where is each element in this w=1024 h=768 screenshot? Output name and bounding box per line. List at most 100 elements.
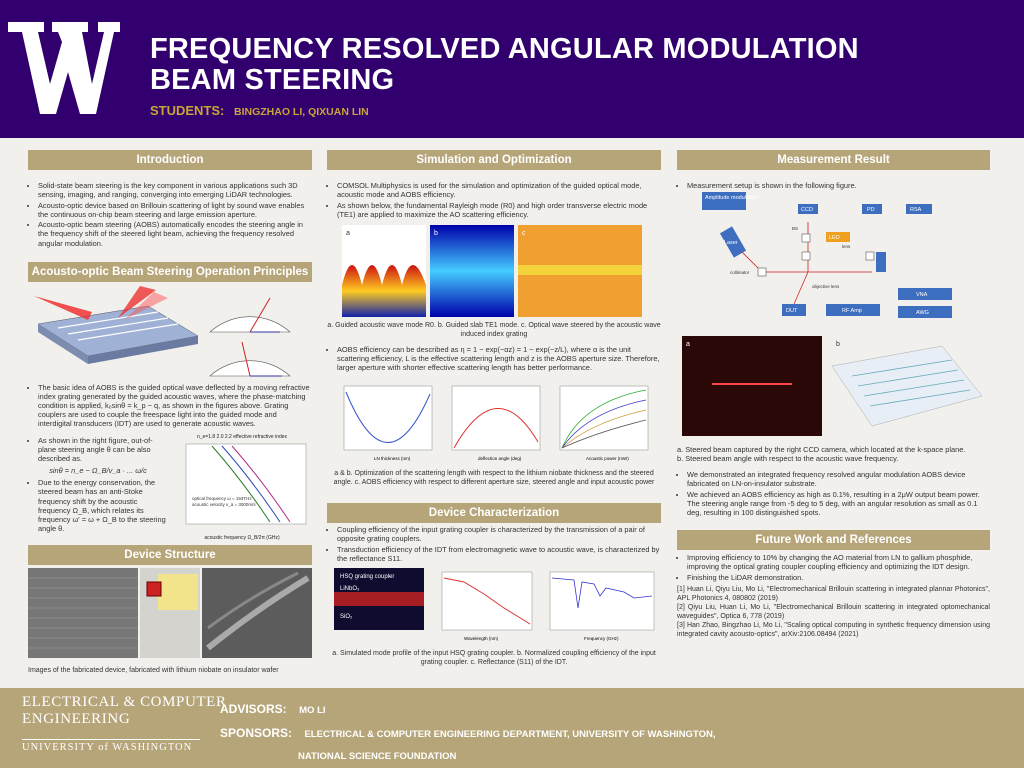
plot-note-2: acoustic velocity v_a = 3000m/s — [192, 502, 256, 507]
devchar-caption: a. Simulated mode profile of the input H… — [332, 650, 656, 666]
svg-text:b: b — [836, 341, 840, 348]
angle-curves: optical frequency ω = 193THz acoustic ve… — [185, 443, 307, 525]
ece-line-1: ELECTRICAL & COMPUTER — [22, 694, 227, 710]
amp-mod-label: Amplitude modulation — [705, 195, 758, 201]
steered-beam-results: a b — [682, 336, 982, 436]
panel-label: b — [434, 230, 438, 237]
plot-note-1: optical frequency ω = 193THz — [192, 496, 252, 501]
steering-equation: sinθ = n_e − Ω_B/v_a · ... ω/c — [49, 466, 147, 476]
plot-xlabel: deflection angle (deg) — [478, 456, 522, 461]
plot-xlabel: Frequency (GHz) — [584, 636, 619, 641]
rsa-label: RSA — [910, 207, 922, 213]
measure-caption-line: a. Steered beam captured by the right CC… — [677, 445, 966, 454]
reference-item: [2] Qiyu Liu, Huan Li, Mo Li, "Electrome… — [677, 603, 990, 620]
measurement-setup-diagram: Amplitude modulation CCD PD RSA LED Lase… — [702, 192, 952, 318]
measure-bullet: We demonstrated an integrated frequency … — [687, 470, 990, 488]
angle-frequency-plot: n_e=1.8 2.0 2.2 effective refractive ind… — [172, 434, 312, 544]
future-bullet: Finishing the LiDAR demonstration. — [687, 573, 990, 582]
title-line-1: FREQUENCY RESOLVED ANGULAR MODULATION — [150, 33, 859, 65]
sim-bullet: As shown below, the fundamental Rayleigh… — [337, 201, 661, 219]
intro-heading: Introduction — [28, 150, 312, 170]
sim-bullet: COMSOL Multiphysics is used for the simu… — [337, 181, 661, 199]
devchar-text: Coupling efficiency of the input grating… — [327, 525, 661, 564]
linbo3-label: LiNbO₃ — [340, 586, 360, 592]
plot-legend-label: n_e=1.8 2.0 2.2 effective refractive ind… — [196, 434, 288, 440]
measure-text-1: Measurement setup is shown in the follow… — [677, 181, 990, 192]
principles-heading: Acousto-optic Beam Steering Operation Pr… — [28, 262, 312, 282]
measure-caption-line: b. Steered beam angle with respect to th… — [677, 454, 899, 464]
intro-text: Solid-state beam steering is the key com… — [28, 181, 312, 249]
devchar-bullet: Coupling efficiency of the input grating… — [337, 525, 661, 543]
awg-label: AWG — [916, 310, 929, 316]
sponsors-line-2: NATIONAL SCIENCE FOUNDATION — [298, 751, 457, 762]
scattering-length-plots: LN thickness (nm) deflection angle (deg)… — [343, 385, 649, 461]
future-text: Improving efficiency to 10% by changing … — [677, 553, 990, 639]
measure-text-2: We demonstrated an integrated frequency … — [677, 470, 990, 518]
intro-bullet: Acousto-optic device based on Brillouin … — [38, 201, 312, 219]
measure-bullet: We achieved an AOBS efficiency as high a… — [687, 490, 990, 517]
characterization-plots: HSQ grating coupler LiNbO₃ SiO₂ Waveleng… — [334, 568, 655, 641]
sim-heading: Simulation and Optimization — [327, 150, 661, 170]
measure-caption: a. Steered beam captured by the right CC… — [677, 445, 990, 463]
sim-bullet: AOBS efficiency can be described as η = … — [337, 345, 661, 372]
reference-item: [3] Han Zhao, Bingzhao Li, Mo Li, "Scali… — [677, 621, 990, 638]
principles-bullet: As shown in the right figure, out-of-pla… — [38, 436, 168, 463]
plot-xlabel: Wavelength (nm) — [464, 636, 499, 641]
principles-text-2: As shown in the right figure, out-of-pla… — [28, 436, 168, 534]
sim-text: COMSOL Multiphysics is used for the simu… — [327, 181, 661, 220]
poster-footer: ELECTRICAL & COMPUTER ENGINEERING UNIVER… — [0, 688, 1024, 768]
uw-wordmark: UNIVERSITY of WASHINGTON — [22, 739, 200, 753]
future-heading: Future Work and References — [677, 530, 990, 550]
measure-bullet: Measurement setup is shown in the follow… — [687, 181, 990, 190]
reference-item: [1] Huan Li, Qiyu Liu, Mo Li, "Electrome… — [677, 585, 990, 602]
future-bullet: Improving efficiency to 10% by changing … — [687, 553, 990, 571]
rf-amp-label: RF Amp — [842, 308, 862, 314]
poster-header: FREQUENCY RESOLVED ANGULAR MODULATION BE… — [0, 0, 1024, 138]
pd-label: PD — [867, 207, 875, 213]
devchar-heading: Device Characterization — [327, 503, 661, 523]
students-names: BINGZHAO LI, QIXUAN LIN — [234, 106, 369, 118]
principles-text-1: The basic idea of AOBS is the guided opt… — [28, 383, 312, 430]
principles-bullet: Due to the energy conservation, the stee… — [38, 478, 168, 533]
devchar-bullet: Transduction efficiency of the IDT from … — [337, 545, 661, 563]
aobs-schematic-figure — [34, 286, 291, 377]
students-line: STUDENTS: BINGZHAO LI, QIXUAN LIN — [150, 103, 369, 118]
plot-xlabel: Acoustic power (mW) — [586, 456, 629, 461]
ece-wordmark: ELECTRICAL & COMPUTER ENGINEERING — [22, 694, 227, 728]
title-line-2: BEAM STEERING — [150, 64, 395, 96]
collimator-label: collimator — [730, 270, 750, 275]
advisors-line: ADVISORS: MO LI — [220, 700, 326, 718]
vna-label: VNA — [916, 292, 928, 298]
students-label: STUDENTS: — [150, 103, 225, 118]
uw-w-logo — [8, 22, 120, 114]
sponsors-label: SPONSORS: — [220, 726, 293, 740]
sponsors-line-1: ELECTRICAL & COMPUTER ENGINEERING DEPART… — [304, 729, 716, 740]
sim-caption-1: a. Guided acoustic wave mode R0. b. Guid… — [327, 322, 661, 338]
panel-label: a — [346, 230, 350, 237]
sponsors-line: SPONSORS: ELECTRICAL & COMPUTER ENGINEER… — [220, 724, 715, 742]
sponsors-line-2-row: NATIONAL SCIENCE FOUNDATION — [298, 746, 456, 764]
svg-text:a: a — [686, 341, 690, 348]
poster-title: FREQUENCY RESOLVED ANGULAR MODULATION BE… — [150, 34, 859, 96]
plot-xlabel: LN thickness (nm) — [374, 456, 411, 461]
device-caption: Images of the fabricated device, fabrica… — [28, 667, 279, 674]
laser-label: Laser — [724, 240, 738, 246]
advisors-names: MO LI — [299, 705, 326, 716]
intro-bullet: Acousto-optic beam steering (AOBS) autom… — [38, 220, 312, 247]
bs-label: BS — [792, 226, 798, 231]
device-heading: Device Structure — [28, 545, 312, 565]
advisors-label: ADVISORS: — [220, 702, 287, 716]
principles-bullet: The basic idea of AOBS is the guided opt… — [38, 383, 312, 428]
sim-caption-2: a & b. Optimization of the scattering le… — [333, 470, 655, 486]
lens-label: lens — [842, 244, 851, 249]
sio2-label: SiO₂ — [340, 614, 353, 620]
led-label: LED — [829, 235, 840, 241]
plot-xlabel: acoustic frequency Ω_B/2π (GHz) — [204, 535, 280, 541]
device-sem-images — [28, 568, 312, 658]
sim-text-2: AOBS efficiency can be described as η = … — [327, 345, 661, 374]
mode-simulation-images: a b c — [342, 225, 642, 317]
panel-label: c — [522, 230, 526, 237]
dut-label: DUT — [786, 308, 798, 314]
ece-line-2: ENGINEERING — [22, 711, 131, 727]
hsq-label: HSQ grating coupler — [340, 574, 394, 580]
